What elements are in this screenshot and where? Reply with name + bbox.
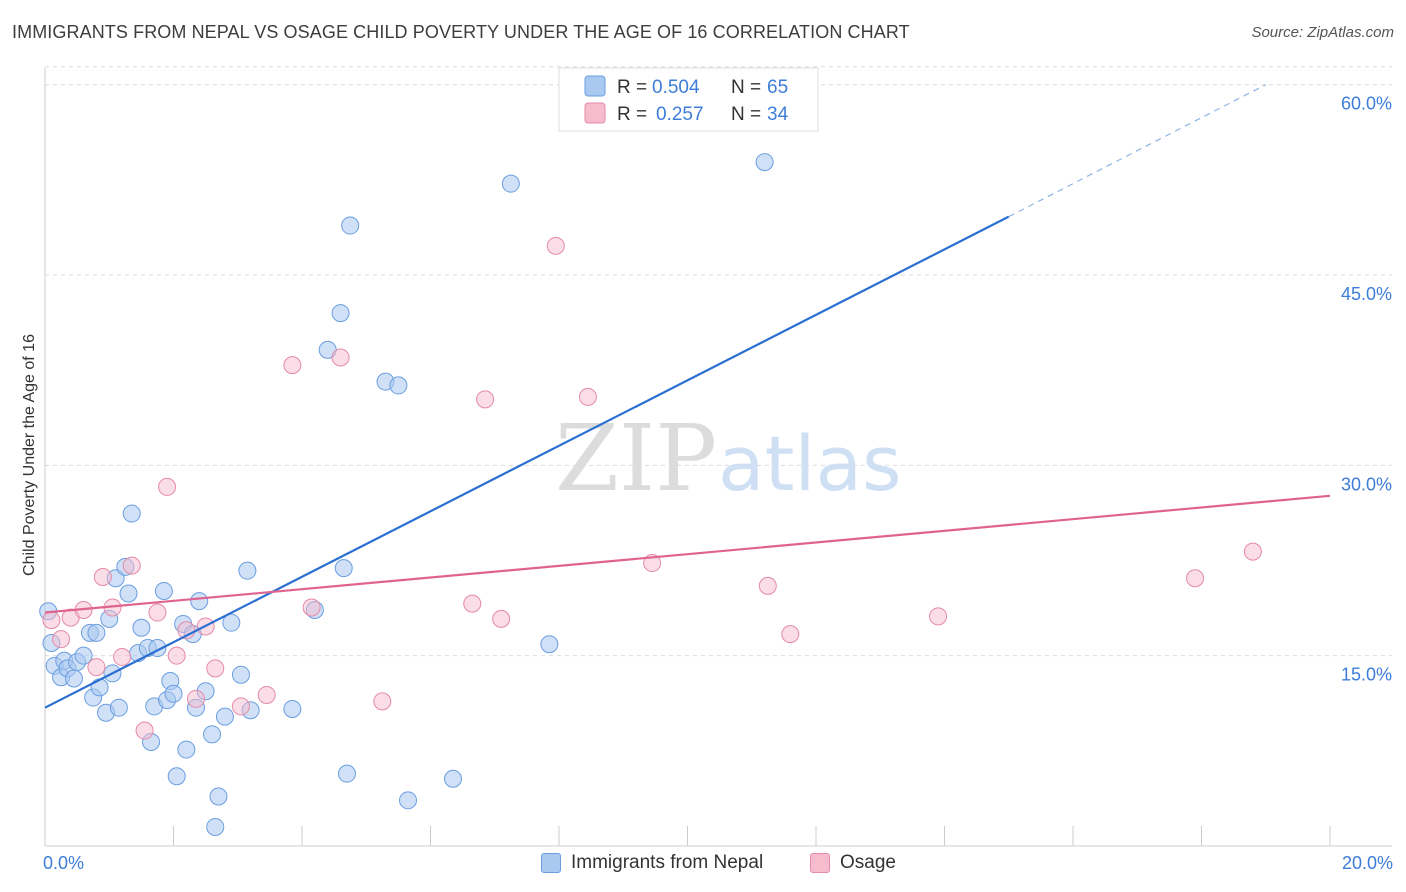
point-osage-26: [546, 236, 565, 255]
point-nepal-40: [209, 787, 228, 806]
trend-line-osage: [44, 494, 1331, 614]
legend-n-value-nepal: 65: [767, 77, 788, 98]
legend-swatch-osage: [584, 102, 606, 124]
y-axis-label: Child Poverty Under the Age of 16: [21, 334, 38, 576]
point-osage-8: [122, 556, 141, 575]
point-osage-0: [42, 611, 61, 630]
point-nepal-44: [238, 561, 257, 580]
point-osage-7: [113, 647, 132, 666]
point-nepal-12: [90, 678, 109, 697]
point-osage-23: [463, 594, 482, 613]
axes: [44, 68, 1392, 847]
trend-lines: [44, 84, 1331, 709]
watermark-zip: ZIP: [555, 405, 717, 512]
y-tick-label-0: 15.0%: [1341, 665, 1392, 685]
trend-line-nepal-extension: [1008, 84, 1267, 218]
point-nepal-46: [283, 699, 302, 718]
point-osage-1: [52, 630, 71, 649]
legend-r-label-nepal: R =: [617, 77, 647, 98]
point-nepal-8: [74, 646, 93, 665]
point-nepal-57: [501, 174, 520, 193]
point-nepal-49: [331, 304, 350, 323]
y-tick-label-3: 60.0%: [1341, 94, 1392, 114]
point-nepal-11: [87, 623, 106, 642]
point-osage-5: [93, 568, 112, 587]
point-nepal-56: [443, 769, 462, 788]
point-osage-17: [231, 697, 250, 716]
legend-item-osage: Osage: [810, 852, 896, 874]
point-osage-20: [302, 598, 321, 617]
legend-r-value-osage: 0.257: [656, 104, 704, 125]
legend-bottom-swatch-nepal: [541, 853, 561, 873]
point-osage-19: [283, 356, 302, 375]
tick-labels: 15.0% 30.0% 45.0% 60.0% 0.0% 20.0%: [43, 94, 1393, 873]
point-nepal-36: [190, 592, 209, 611]
legend-swatch-nepal: [584, 75, 606, 97]
point-osage-24: [476, 390, 495, 409]
point-osage-16: [206, 659, 225, 678]
legend-n-value-osage: 34: [767, 104, 789, 125]
x-tick-label-1: 20.0%: [1342, 853, 1393, 873]
point-nepal-38: [203, 725, 222, 744]
point-nepal-52: [341, 216, 360, 235]
point-nepal-58: [540, 635, 559, 654]
y-tick-label-2: 45.0%: [1341, 284, 1392, 304]
point-nepal-31: [167, 767, 186, 786]
point-nepal-59: [755, 153, 774, 172]
point-osage-30: [781, 625, 800, 644]
point-osage-22: [373, 692, 392, 711]
grid-lines: [45, 66, 1392, 657]
point-osage-9: [135, 721, 154, 740]
point-nepal-42: [222, 613, 241, 632]
legend-n-label-osage: N =: [731, 104, 761, 125]
legend-bottom-swatch-osage: [810, 853, 830, 873]
point-osage-27: [578, 387, 597, 406]
legend-item-nepal: Immigrants from Nepal: [541, 852, 763, 874]
point-osage-21: [331, 348, 350, 367]
point-osage-18: [257, 686, 276, 705]
point-osage-11: [158, 477, 177, 496]
watermark: ZIP atlas: [555, 405, 902, 512]
y-tick-label-1: 30.0%: [1341, 474, 1392, 494]
point-nepal-6: [64, 669, 83, 688]
legend-r-value-nepal: 0.504: [652, 77, 700, 98]
x-tick-label-0: 0.0%: [43, 853, 84, 873]
point-osage-25: [492, 609, 511, 628]
point-osage-33: [1243, 542, 1262, 561]
point-osage-32: [1186, 569, 1205, 588]
legend-r-label-osage: R =: [617, 104, 647, 125]
point-osage-31: [929, 607, 948, 626]
legend-n-label-nepal: N =: [731, 77, 761, 98]
trend-line-nepal: [44, 215, 1010, 709]
point-nepal-27: [154, 581, 173, 600]
point-nepal-19: [119, 584, 138, 603]
point-nepal-39: [206, 817, 225, 836]
point-nepal-43: [231, 665, 250, 684]
point-osage-12: [167, 646, 186, 665]
point-osage-29: [758, 576, 777, 595]
point-nepal-17: [109, 698, 128, 717]
chart-title: IMMIGRANTS FROM NEPAL VS OSAGE CHILD POV…: [12, 22, 910, 42]
point-osage-4: [87, 658, 106, 677]
point-nepal-41: [215, 707, 234, 726]
point-nepal-55: [399, 791, 418, 810]
legend-bottom-label-osage: Osage: [840, 852, 896, 873]
point-nepal-30: [164, 684, 183, 703]
point-nepal-54: [389, 376, 408, 395]
point-osage-10: [148, 603, 167, 622]
bottom-legend: Immigrants from Nepal Osage: [0, 852, 1406, 882]
point-osage-14: [186, 689, 205, 708]
point-nepal-20: [122, 504, 141, 523]
point-nepal-33: [177, 740, 196, 759]
point-nepal-22: [132, 618, 151, 637]
legend-bottom-label-nepal: Immigrants from Nepal: [571, 852, 764, 873]
source-credit: Source: ZipAtlas.com: [1251, 24, 1394, 41]
watermark-atlas: atlas: [718, 419, 902, 508]
point-nepal-50: [334, 559, 353, 578]
series-osage-points: [42, 236, 1262, 740]
legend-top: R = 0.504 N = 65 R = 0.257 N = 34: [558, 67, 819, 132]
point-nepal-51: [337, 764, 356, 783]
